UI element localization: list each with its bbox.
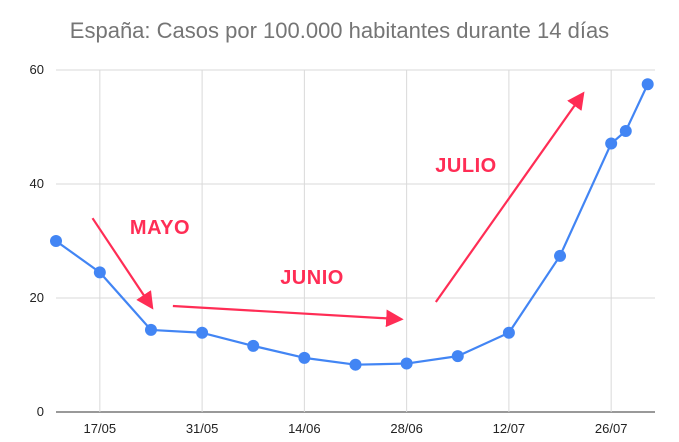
x-tick-label: 14/06: [288, 421, 321, 436]
y-tick-label: 20: [30, 290, 44, 305]
data-point: [50, 235, 62, 247]
data-point: [400, 357, 413, 370]
data-point: [247, 339, 260, 352]
data-point: [451, 350, 464, 363]
y-tick-label: 40: [30, 176, 44, 191]
annotation-label: MAYO: [130, 217, 190, 239]
annotation-arrow: [434, 91, 585, 303]
y-tick-label: 60: [30, 62, 44, 77]
y-tick-label: 0: [37, 404, 44, 419]
data-point: [554, 249, 567, 262]
data-point: [619, 124, 632, 137]
series-line: [55, 83, 649, 366]
data-point: [298, 351, 311, 364]
x-tick-label: 31/05: [186, 421, 219, 436]
data-point: [144, 323, 157, 336]
annotation-label: JUNIO: [280, 267, 344, 289]
x-tick-label: 28/06: [390, 421, 423, 436]
annotation-arrow: [172, 304, 404, 328]
chart-title: España: Casos por 100.000 habitantes dur…: [69, 18, 610, 43]
data-point: [349, 358, 362, 371]
x-tick-label: 17/05: [84, 421, 117, 436]
data-point: [93, 266, 106, 279]
data-point: [641, 78, 654, 91]
data-point: [196, 326, 209, 339]
data-point: [502, 326, 515, 339]
annotation-label: JULIO: [435, 155, 496, 177]
x-tick-label: 26/07: [595, 421, 628, 436]
x-tick-label: 12/07: [493, 421, 526, 436]
data-point: [605, 137, 618, 150]
annotation-arrow: [91, 217, 154, 310]
